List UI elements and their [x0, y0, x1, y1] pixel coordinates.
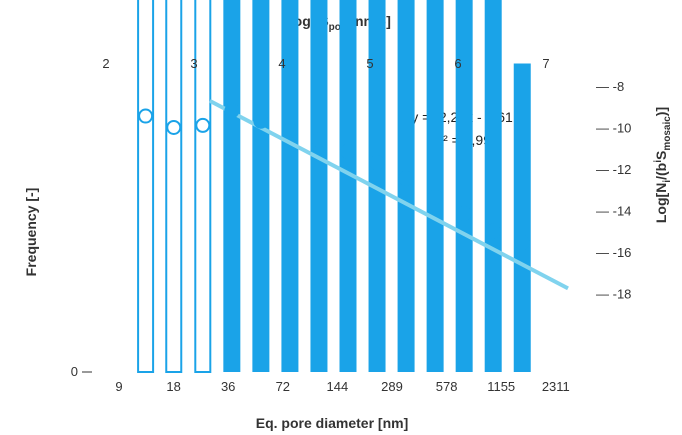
bar-1 [165, 0, 183, 373]
left-axis-title: Frequency [-] [23, 188, 39, 277]
point-12 [485, 223, 501, 239]
bottom-tick-6: 578 [436, 379, 458, 394]
points-layer [138, 103, 530, 251]
point-10 [427, 189, 443, 205]
bottom-tick-8: 2311 [542, 379, 570, 394]
right-axis-title: Log[Ni/(biSmosaic)] [653, 107, 673, 223]
bottom-tick-0: 9 [115, 379, 122, 394]
bottom-tick-1: 18 [166, 379, 180, 394]
point-13 [514, 235, 530, 251]
bottom-axis-ticks: 9 18 36 72 144 289 578 1155 2311 [115, 379, 569, 394]
point-3 [224, 103, 240, 119]
point-8 [369, 155, 385, 171]
bottom-axis-title: Eq. pore diameter [nm] [256, 415, 408, 431]
bar-7 [339, 0, 357, 372]
bar-0 [137, 0, 155, 373]
point-2 [195, 117, 211, 133]
bar-3 [223, 0, 241, 372]
point-0 [138, 108, 154, 124]
right-tick-label-5: — -18 [596, 287, 631, 302]
top-tick-2: 4 [278, 56, 285, 71]
bar-4 [252, 0, 270, 372]
bottom-tick-3: 72 [276, 379, 290, 394]
right-tick-label-3: — -14 [596, 204, 631, 219]
right-tick-label-0: — -8 [596, 79, 624, 94]
point-6 [311, 132, 327, 148]
top-tick-4: 6 [454, 56, 461, 71]
point-7 [340, 143, 356, 159]
fit-line-layer [208, 99, 569, 291]
bar-12 [484, 0, 502, 372]
bars-layer [137, 0, 531, 373]
top-axis-ticks: 2 3 4 5 6 7 [102, 56, 549, 71]
point-4 [253, 113, 269, 129]
left-axis-ticks: 010002000300040005000600070008000 [71, 364, 92, 379]
bar-5 [281, 0, 299, 372]
right-tick-label-2: — -12 [596, 162, 631, 177]
bar-11 [455, 0, 473, 372]
bar-8 [368, 0, 386, 372]
bottom-tick-7: 1155 [487, 379, 515, 394]
bar-9 [397, 0, 415, 372]
bar-2 [194, 0, 212, 373]
bar-13 [513, 63, 531, 372]
point-1 [166, 119, 182, 135]
point-5 [282, 123, 298, 139]
right-tick-label-1: — -10 [596, 121, 631, 136]
right-axis-ticks: — -8 — -10 — -12 — -14 — -16 — -18 [596, 79, 631, 302]
right-tick-label-4: — -16 [596, 245, 631, 260]
bottom-tick-4: 144 [327, 379, 349, 394]
top-tick-1: 3 [190, 56, 197, 71]
bar-6 [310, 0, 328, 372]
bottom-tick-5: 289 [381, 379, 403, 394]
point-11 [456, 206, 472, 222]
fit-line [208, 99, 569, 291]
bottom-tick-2: 36 [221, 379, 235, 394]
bar-10 [426, 0, 444, 372]
left-tick-label-0: 0 [71, 364, 78, 379]
top-tick-0: 2 [102, 56, 109, 71]
point-9 [398, 170, 414, 186]
top-tick-3: 5 [366, 56, 373, 71]
top-tick-5: 7 [542, 56, 549, 71]
